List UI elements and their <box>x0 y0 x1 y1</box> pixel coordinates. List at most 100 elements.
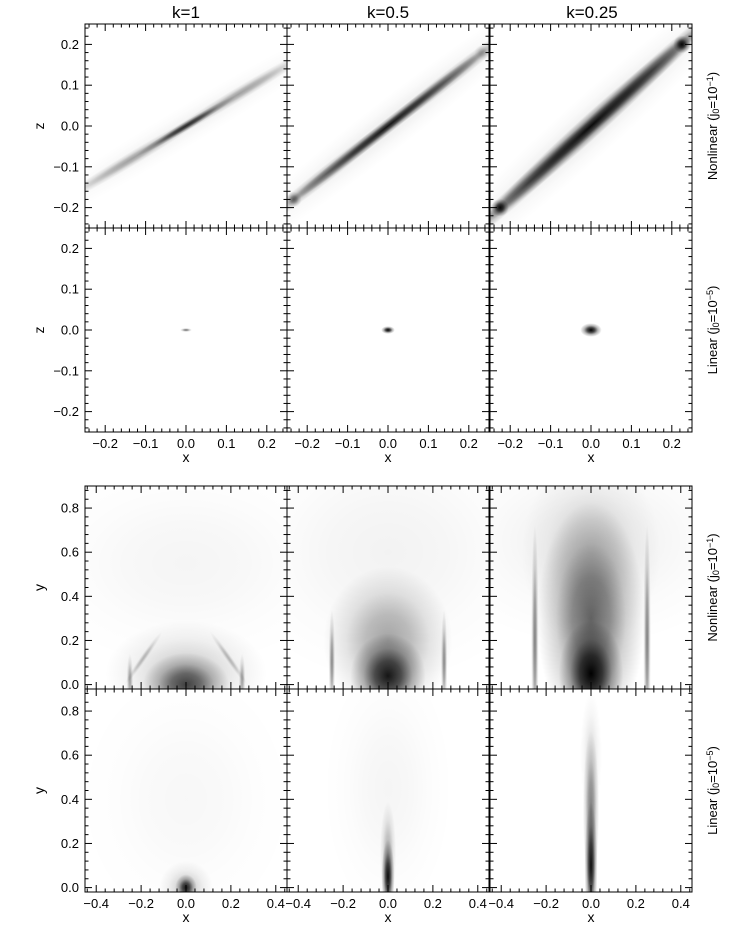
heatmap-panel <box>286 23 490 229</box>
y-tick-label: 0.8 <box>61 704 79 719</box>
x-tick-label: 0.2 <box>424 896 442 911</box>
heatmap-panel: Nonlinear (j0=10−1) <box>489 23 721 229</box>
intensity-field <box>287 486 489 689</box>
y-tick-label: −0.2 <box>53 404 79 419</box>
column-title-k1: k=1 <box>172 3 200 22</box>
x-tick-label: −0.1 <box>538 436 564 451</box>
y-tick-label: 0.1 <box>61 282 79 297</box>
intensity-blob <box>381 326 395 334</box>
x-tick-label: 0.0 <box>379 436 397 451</box>
intensity-field <box>287 24 489 228</box>
x-tick-label: 0.0 <box>379 896 397 911</box>
x-tick-label: 0.0 <box>177 436 195 451</box>
y-axis-label: y <box>31 787 47 794</box>
y-tick-label: 0.2 <box>61 633 79 648</box>
heatmap-panel: 0.0 0.2 0.4 0.6 0.8 y <box>31 485 288 692</box>
x-axis-label: x <box>385 449 392 465</box>
x-tick-label: −0.1 <box>133 436 159 451</box>
intensity-blob <box>287 24 489 228</box>
x-tick-label: 0.4 <box>267 896 285 911</box>
heatmap-panel <box>286 485 490 690</box>
heatmap-panel: 0.0 0.2 0.4 0.6 0.8 y −0.4 −0.2 0.0 0.2 0.4 x <box>31 688 288 925</box>
x-tick-label: 0.2 <box>460 436 478 451</box>
y-tick-label: 0.0 <box>61 119 79 134</box>
y-tick-label: 0.6 <box>61 748 79 763</box>
y-tick-label: 0.2 <box>61 241 79 256</box>
intensity-blob <box>490 24 692 228</box>
y-tick-label: 0.0 <box>61 323 79 338</box>
intensity-field <box>85 486 287 689</box>
y-tick-label: 0.0 <box>61 880 79 895</box>
x-tick-label: −0.4 <box>488 896 514 911</box>
intensity-blob <box>85 689 287 892</box>
y-tick-label: −0.1 <box>53 363 79 378</box>
x-axis-label: x <box>588 449 595 465</box>
x-tick-label: −0.2 <box>92 436 118 451</box>
y-tick-label: 0.2 <box>61 836 79 851</box>
y-tick-label: −0.2 <box>53 200 79 215</box>
x-tick-label: 0.2 <box>627 896 645 911</box>
intensity-field <box>580 691 602 892</box>
x-tick-label: −0.4 <box>83 896 109 911</box>
x-tick-label: 0.0 <box>177 896 195 911</box>
intensity-field <box>381 326 395 334</box>
x-tick-label: −0.2 <box>294 436 320 451</box>
y-tick-label: 0.4 <box>61 589 79 604</box>
intensity-field <box>490 486 692 689</box>
x-tick-label: −0.2 <box>128 896 154 911</box>
x-tick-label: 0.2 <box>258 436 276 451</box>
x-tick-label: 0.4 <box>469 896 487 911</box>
intensity-blob <box>287 486 489 685</box>
x-axis-label: x <box>588 909 595 925</box>
y-tick-label: 0.1 <box>61 78 79 93</box>
x-tick-label: 0.1 <box>419 436 437 451</box>
x-tick-label: −0.2 <box>533 896 559 911</box>
heatmap-panel: −0.2 −0.1 0.0 0.1 0.2 z −0.2 −0.1 0.0 0.1 0.2 x <box>31 227 288 465</box>
x-tick-label: −0.2 <box>330 896 356 911</box>
intensity-field <box>85 689 287 892</box>
y-axis-label: y <box>31 584 47 591</box>
x-axis-label: x <box>183 909 190 925</box>
intensity-blob <box>180 328 192 332</box>
intensity-field <box>85 24 287 228</box>
intensity-blob <box>580 323 602 337</box>
y-axis-label: z <box>31 327 47 334</box>
row-label-nonlinear: Nonlinear (j0=10−1) <box>705 72 721 180</box>
y-tick-label: −0.1 <box>53 159 79 174</box>
x-axis-label: x <box>183 449 190 465</box>
intensity-blob <box>85 24 287 228</box>
x-tick-label: −0.4 <box>285 896 311 911</box>
row-label-linear: Linear (j0=10−5) <box>705 286 721 375</box>
x-tick-label: 0.1 <box>622 436 640 451</box>
heatmap-panel: Nonlinear (j0=10−1) <box>489 485 721 690</box>
column-title-k05: k=0.5 <box>367 3 409 22</box>
y-tick-label: 0.4 <box>61 792 79 807</box>
x-tick-label: 0.2 <box>222 896 240 911</box>
y-axis-label: z <box>31 123 47 130</box>
heatmap-panel: −0.4 −0.2 0.0 0.2 0.4 x Linear (j0=10−5) <box>488 688 721 925</box>
x-tick-label: 0.4 <box>672 896 690 911</box>
y-tick-label: 0.8 <box>61 501 79 516</box>
heatmap-panel: −0.2 −0.1 0.0 0.1 0.2 z <box>31 23 288 229</box>
heatmap-panel: −0.2 −0.1 0.0 0.1 0.2 x <box>286 227 490 465</box>
heatmap-panel: −0.2 −0.1 0.0 0.1 0.2 x Linear (j0=10−5) <box>489 227 721 465</box>
intensity-field <box>490 24 692 228</box>
intensity-field <box>580 323 602 337</box>
row-label-nonlinear: Nonlinear (j0=10−1) <box>705 533 721 641</box>
y-tick-label: 0.6 <box>61 545 79 560</box>
row-label-linear: Linear (j0=10−5) <box>705 746 721 835</box>
column-title-k025: k=0.25 <box>566 3 618 22</box>
intensity-blob <box>580 691 602 819</box>
x-tick-label: −0.1 <box>335 436 361 451</box>
x-tick-label: 0.0 <box>582 896 600 911</box>
intensity-field <box>180 328 192 332</box>
y-tick-label: 0.2 <box>61 37 79 52</box>
intensity-blob <box>85 486 287 670</box>
x-tick-label: 0.1 <box>217 436 235 451</box>
x-axis-label: x <box>385 909 392 925</box>
x-tick-label: 0.0 <box>582 436 600 451</box>
x-tick-label: 0.2 <box>663 436 681 451</box>
x-tick-label: −0.2 <box>497 436 523 451</box>
